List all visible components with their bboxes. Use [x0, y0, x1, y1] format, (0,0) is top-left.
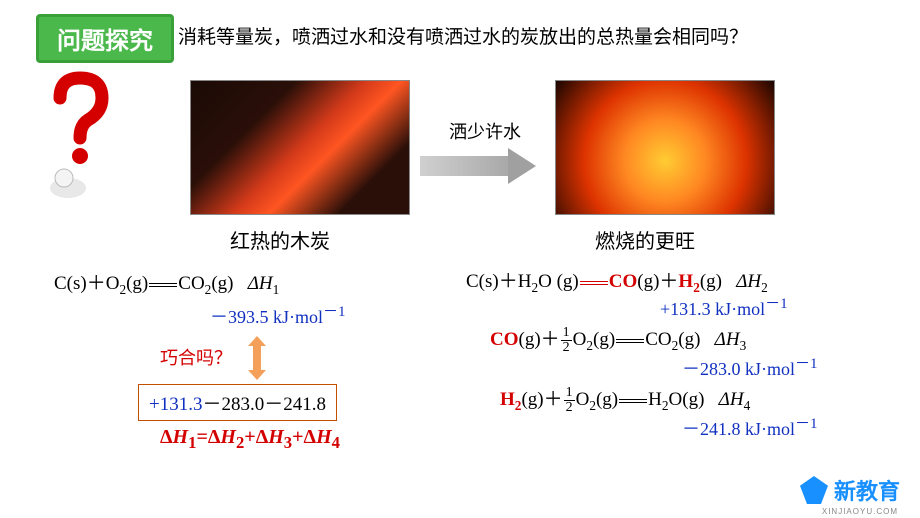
double-arrow-icon: [248, 336, 266, 380]
value-3: －283.0 kJ·mol－1: [682, 352, 818, 381]
fire-image: [555, 80, 775, 215]
big-arrow-icon: [420, 148, 540, 184]
equation-1: C(s)＋O2(g)CO2(g) ΔH1: [54, 268, 279, 298]
question-text: 消耗等量炭，喷洒过水和没有喷洒过水的炭放出的总热量会相同吗？: [178, 22, 748, 49]
sum-box: +131.3－283.0－241.8: [138, 384, 337, 421]
question-mark-icon: [40, 70, 120, 200]
coincidence-label: 巧合吗？: [160, 344, 232, 370]
caption-left: 红热的木炭: [230, 225, 330, 254]
charcoal-image: [190, 80, 410, 215]
section-badge: 问题探究: [36, 14, 174, 63]
value-4: －241.8 kJ·mol－1: [682, 412, 818, 441]
arrow-label-box: 洒少许水: [420, 118, 550, 184]
logo: 新教育: [800, 474, 900, 506]
equation-4: H2(g)＋12O2(g)H2O(g) ΔH4: [500, 384, 750, 415]
arrow-label: 洒少许水: [420, 118, 550, 144]
logo-text: 新教育: [834, 474, 900, 506]
caption-right: 燃烧的更旺: [595, 225, 695, 254]
value-2: +131.3 kJ·mol－1: [660, 292, 788, 320]
conclusion: ΔH1=ΔH2+ΔH3+ΔH4: [160, 426, 340, 453]
equation-3: CO(g)＋12O2(g)CO2(g) ΔH3: [490, 324, 746, 355]
value-1: －393.5 kJ·mol－1: [210, 300, 346, 329]
logo-icon: [800, 476, 828, 504]
logo-subtext: XINJIAOYU.COM: [822, 507, 898, 516]
